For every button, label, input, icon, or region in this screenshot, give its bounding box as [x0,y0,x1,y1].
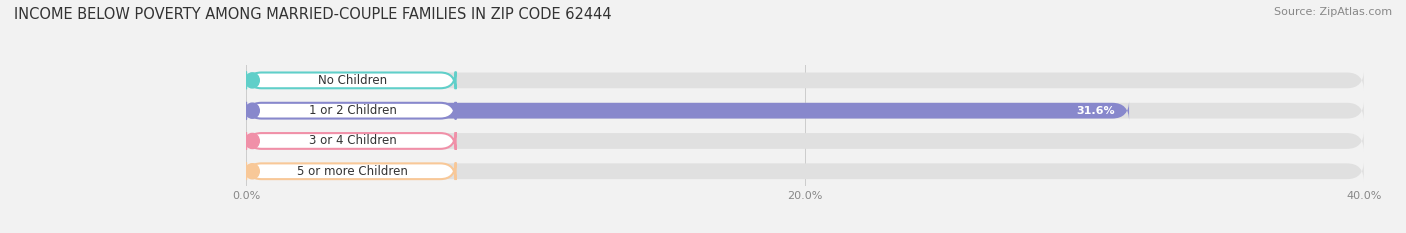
FancyBboxPatch shape [246,72,456,89]
Text: 0.0%: 0.0% [274,166,302,176]
Text: 5 or more Children: 5 or more Children [298,165,408,178]
Text: INCOME BELOW POVERTY AMONG MARRIED-COUPLE FAMILIES IN ZIP CODE 62444: INCOME BELOW POVERTY AMONG MARRIED-COUPL… [14,7,612,22]
Text: Source: ZipAtlas.com: Source: ZipAtlas.com [1274,7,1392,17]
Text: 0.0%: 0.0% [274,136,302,146]
Circle shape [246,73,259,88]
Text: 1 or 2 Children: 1 or 2 Children [309,104,396,117]
FancyBboxPatch shape [246,132,456,150]
FancyBboxPatch shape [246,161,1364,182]
FancyBboxPatch shape [246,131,1364,151]
Circle shape [246,103,259,118]
FancyBboxPatch shape [246,100,1364,121]
FancyBboxPatch shape [246,102,456,120]
Text: No Children: No Children [318,74,388,87]
Circle shape [246,164,259,179]
FancyBboxPatch shape [246,100,1129,121]
Circle shape [246,134,259,148]
Text: 3 or 4 Children: 3 or 4 Children [309,134,396,147]
FancyBboxPatch shape [246,162,456,180]
Text: 31.6%: 31.6% [1077,106,1115,116]
Text: 0.0%: 0.0% [274,75,302,85]
FancyBboxPatch shape [246,70,1364,91]
